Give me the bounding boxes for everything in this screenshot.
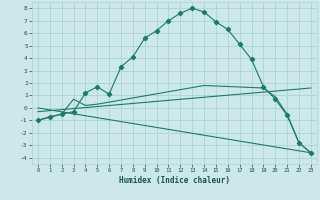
X-axis label: Humidex (Indice chaleur): Humidex (Indice chaleur) xyxy=(119,176,230,185)
